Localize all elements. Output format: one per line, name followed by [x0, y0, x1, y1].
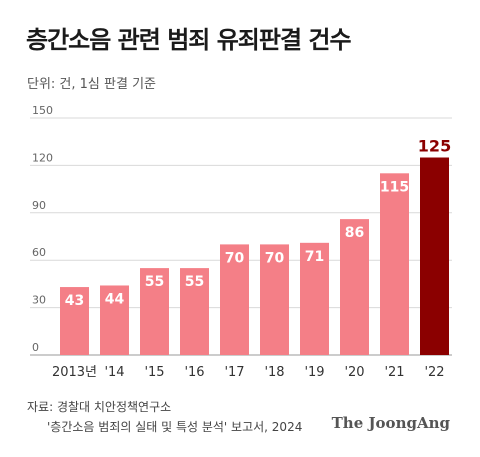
bar: [340, 219, 369, 355]
y-tick-label: 60: [32, 246, 46, 259]
x-tick-label: 2013년: [52, 365, 97, 380]
x-tick-label: '16: [184, 365, 204, 380]
source-line-1: 자료: 경찰대 치안정책연구소: [27, 400, 172, 414]
unit-note: 단위: 건, 1심 판결 기준: [27, 77, 156, 92]
bar-value-label: 70: [225, 250, 245, 266]
bar-value-label: 44: [105, 291, 125, 307]
publisher-logo: The JoongAng: [331, 414, 450, 432]
y-tick-label: 120: [32, 151, 53, 164]
bar: [380, 173, 409, 355]
bar: [420, 157, 449, 355]
chart-title: 층간소음 관련 범죄 유죄판결 건수: [26, 26, 352, 54]
bar-value-label: 125: [418, 137, 451, 156]
bar-value-label: 55: [185, 274, 204, 290]
x-tick-label: '14: [104, 365, 124, 380]
bar-value-label: 70: [265, 250, 285, 266]
bar-value-label: 71: [305, 249, 324, 265]
bar-value-label: 86: [345, 225, 364, 241]
bar: [60, 287, 89, 355]
bar-value-label: 115: [380, 179, 409, 195]
bar: [100, 285, 129, 355]
bar: [260, 244, 289, 355]
y-tick-label: 0: [32, 341, 39, 354]
source-note: 자료: 경찰대 치안정책연구소 '층간소음 범죄의 실태 및 특성 분석' 보고…: [27, 397, 302, 437]
x-tick-label: '15: [144, 365, 164, 380]
x-tick-label: '21: [384, 365, 404, 380]
y-tick-label: 30: [32, 294, 46, 307]
y-tick-label: 150: [32, 104, 53, 117]
source-line-2: '층간소음 범죄의 실태 및 특성 분석' 보고서, 2024: [47, 420, 303, 434]
x-tick-label: '22: [424, 365, 444, 380]
bar: [140, 268, 169, 355]
bar-value-label: 43: [65, 293, 84, 309]
x-tick-label: '20: [344, 365, 364, 380]
bar: [180, 268, 209, 355]
bar: [220, 244, 249, 355]
x-tick-label: '18: [264, 365, 284, 380]
bar-value-label: 55: [145, 274, 164, 290]
y-tick-label: 90: [32, 199, 46, 212]
x-tick-label: '17: [224, 365, 244, 380]
bar: [300, 242, 329, 355]
x-tick-label: '19: [304, 365, 324, 380]
